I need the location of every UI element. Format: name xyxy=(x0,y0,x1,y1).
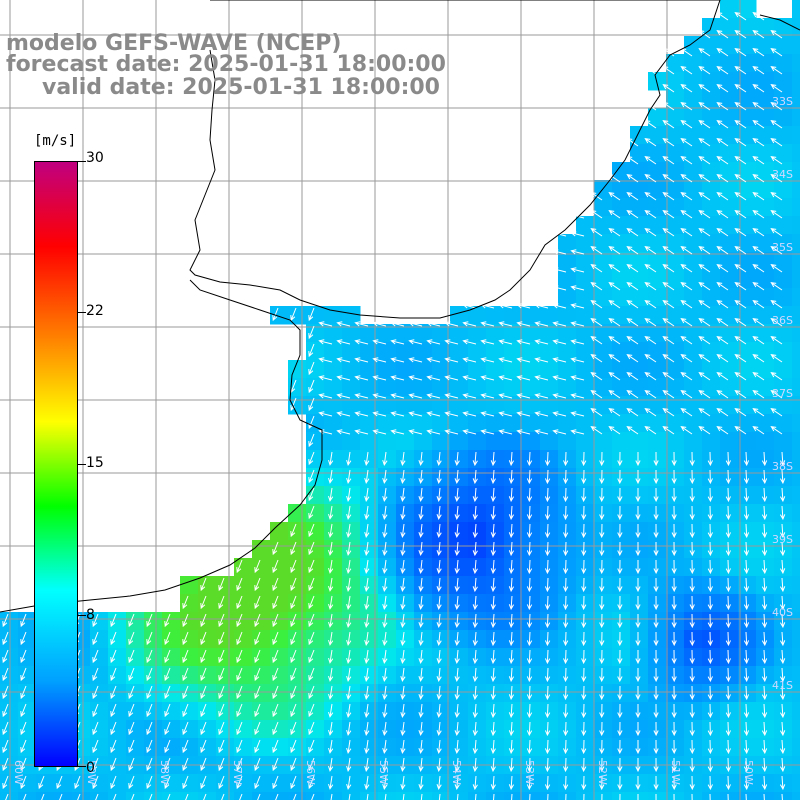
longitude-label: 59W xyxy=(85,760,98,785)
colorbar-tick-0: 0 xyxy=(86,760,95,776)
forecast-date: forecast date: 2025-01-31 18:00:00 xyxy=(6,52,446,77)
coastline-south xyxy=(0,279,323,613)
latitude-label: 41S xyxy=(772,679,793,692)
longitude-label: 56W xyxy=(304,760,317,785)
latitude-label: 39S xyxy=(772,533,793,546)
coastline-northeast xyxy=(759,14,800,31)
longitude-label: 51W xyxy=(669,760,682,785)
longitude-label: 52W xyxy=(596,760,609,785)
latitude-label: 35S xyxy=(772,241,793,254)
colorbar-tickmark xyxy=(78,766,86,767)
longitude-label: 53W xyxy=(523,760,536,785)
colorbar-tickmark xyxy=(78,312,86,313)
colorbar-unit: [m/s] xyxy=(34,133,77,149)
colorbar-tickmark xyxy=(78,615,86,616)
colorbar-tickmark xyxy=(78,161,86,162)
latitude-label: 37S xyxy=(772,387,793,400)
model-title: modelo GEFS-WAVE (NCEP) xyxy=(6,31,342,56)
latitude-label: 40S xyxy=(772,606,793,619)
colorbar-tick-8: 8 xyxy=(86,607,95,623)
valid-date: valid date: 2025-01-31 18:00:00 xyxy=(42,75,440,100)
longitude-label: 58W xyxy=(158,760,171,785)
latitude-label: 34S xyxy=(772,168,793,181)
latitude-label: 33S xyxy=(772,95,793,108)
wind-arrows xyxy=(2,12,786,800)
colorbar-tick-22: 22 xyxy=(86,303,104,319)
latitude-labels: 33S 34S 35S 36S 37S 38S 39S 40S 41S xyxy=(772,95,793,692)
latitude-label: 38S xyxy=(772,460,793,473)
longitude-label: 57W xyxy=(231,760,244,785)
longitude-label: 60W xyxy=(12,760,25,785)
colorbar xyxy=(34,161,78,767)
longitude-labels: 60W 59W 58W 57W 56W 55W 54W 53W 52W 51W 50W xyxy=(12,760,755,785)
coastline-north xyxy=(189,0,721,319)
colorbar-tickmark xyxy=(78,464,86,465)
colorbar-tick-15: 15 xyxy=(86,455,104,471)
latitude-label: 36S xyxy=(772,314,793,327)
colorbar-tick-30: 30 xyxy=(86,150,104,166)
longitude-label: 50W xyxy=(742,760,755,785)
longitude-label: 55W xyxy=(377,760,390,785)
longitude-label: 54W xyxy=(450,760,463,785)
